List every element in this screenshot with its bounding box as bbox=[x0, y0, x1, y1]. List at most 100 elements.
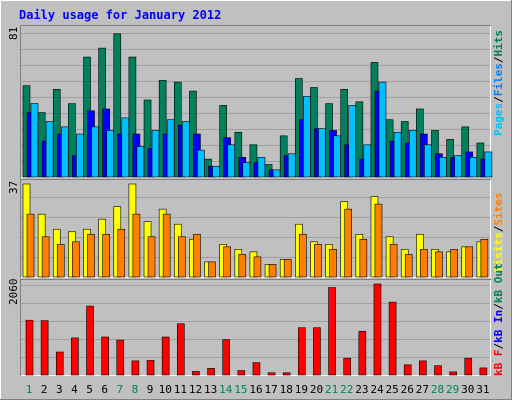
panel-visits-ymax-label: 37 bbox=[7, 181, 20, 194]
bar-kb-f-day-7 bbox=[116, 339, 125, 376]
bar-pages-day-24 bbox=[378, 81, 387, 178]
bar-kb-f-day-8 bbox=[131, 360, 140, 376]
bar-pages-day-10 bbox=[166, 119, 175, 178]
x-tick-label-day-14: 14 bbox=[219, 383, 233, 396]
bar-pages-day-21 bbox=[333, 135, 341, 178]
bar-sites-day-13 bbox=[208, 261, 216, 278]
legend-entry: kB In bbox=[492, 310, 505, 343]
x-tick-label-day-17: 17 bbox=[265, 383, 278, 396]
x-tick-label-day-26: 26 bbox=[401, 383, 414, 396]
legend-entry: Visits bbox=[492, 232, 505, 272]
bar-hits-day-23 bbox=[355, 101, 364, 178]
bar-hits-day-7 bbox=[113, 33, 122, 178]
bar-pages-day-18 bbox=[287, 153, 296, 178]
bar-sites-day-3 bbox=[56, 244, 65, 278]
chart-title: Daily usage for January 2012 bbox=[19, 8, 221, 22]
legend-separator: / bbox=[492, 303, 505, 310]
bar-pages-day-9 bbox=[151, 130, 160, 178]
x-tick-label-day-13: 13 bbox=[204, 383, 217, 396]
bar-pages-day-19 bbox=[303, 96, 311, 178]
bar-sites-day-5 bbox=[87, 233, 95, 278]
x-tick-label-day-10: 10 bbox=[159, 383, 172, 396]
x-tick-label-day-19: 19 bbox=[295, 383, 308, 396]
bar-sites-day-27 bbox=[420, 249, 428, 278]
bar-hits-day-3 bbox=[52, 88, 61, 178]
bar-kb-f-day-14 bbox=[222, 339, 230, 376]
bar-sites-day-21 bbox=[329, 249, 337, 278]
bar-pages-day-3 bbox=[60, 126, 69, 178]
bar-kb-f-day-3 bbox=[55, 351, 64, 376]
bar-sites-day-16 bbox=[253, 256, 262, 278]
panel-kbytes: 2060 kB F/kB In/kB Out bbox=[7, 263, 505, 376]
bar-kb-f-day-10 bbox=[161, 336, 170, 376]
x-tick-label-day-28: 28 bbox=[431, 383, 444, 396]
x-tick-label-day-3: 3 bbox=[56, 383, 63, 396]
bar-pages-day-31 bbox=[484, 151, 493, 178]
bar-pages-day-23 bbox=[363, 144, 372, 178]
bar-kb-f-day-27 bbox=[419, 360, 427, 376]
bar-kb-f-day-5 bbox=[86, 305, 94, 376]
bar-hits-day-22 bbox=[340, 88, 349, 178]
bar-sites-day-26 bbox=[404, 254, 413, 278]
bar-kb-f-day-24 bbox=[373, 283, 382, 376]
bar-sites-day-17 bbox=[268, 264, 277, 278]
bar-pages-day-16 bbox=[257, 157, 266, 178]
x-tick-label-day-7: 7 bbox=[117, 383, 124, 396]
bar-kb-f-day-11 bbox=[176, 323, 185, 376]
x-tick-label-day-23: 23 bbox=[355, 383, 368, 396]
panel-hits-legend: Pages/Files/Hits bbox=[492, 30, 505, 136]
bar-kb-f-day-28 bbox=[434, 365, 442, 376]
bar-pages-day-13 bbox=[212, 165, 220, 178]
bar-kb-f-day-26 bbox=[403, 364, 412, 376]
bar-pages-day-4 bbox=[76, 133, 84, 178]
x-tick-label-day-11: 11 bbox=[174, 383, 187, 396]
bar-pages-day-14 bbox=[227, 144, 235, 178]
panel-hits-bars bbox=[22, 33, 493, 178]
bar-pages-day-15 bbox=[242, 162, 251, 178]
legend-separator: / bbox=[492, 96, 505, 103]
bar-pages-day-29 bbox=[454, 155, 462, 178]
x-tick-label-day-16: 16 bbox=[249, 383, 262, 396]
bar-sites-day-19 bbox=[299, 233, 307, 278]
bar-pages-day-26 bbox=[408, 130, 417, 178]
legend-separator: / bbox=[492, 56, 505, 63]
bar-pages-day-20 bbox=[318, 128, 326, 178]
bar-hits-day-10 bbox=[158, 80, 167, 178]
bar-pages-day-28 bbox=[439, 157, 447, 178]
bar-sites-day-15 bbox=[238, 254, 247, 278]
legend-entry: kB Out bbox=[492, 263, 505, 303]
x-tick-label-day-4: 4 bbox=[71, 383, 78, 396]
panel-hits: 81 Pages/Files/Hits bbox=[7, 25, 505, 178]
legend-entry: Hits bbox=[492, 30, 505, 57]
panel-kbytes-bars bbox=[25, 283, 488, 376]
bar-pages-day-27 bbox=[424, 144, 432, 178]
bar-kb-f-day-9 bbox=[146, 360, 155, 376]
x-tick-label-day-20: 20 bbox=[310, 383, 323, 396]
bar-pages-day-2 bbox=[45, 121, 54, 178]
bar-kb-f-day-16 bbox=[252, 362, 261, 376]
bar-sites-day-8 bbox=[132, 213, 141, 278]
bar-kb-f-day-1 bbox=[25, 319, 34, 376]
bar-hits-day-8 bbox=[128, 56, 137, 178]
bar-sites-day-9 bbox=[147, 236, 156, 278]
bar-sites-day-2 bbox=[41, 236, 50, 278]
bar-pages-day-1 bbox=[30, 103, 39, 178]
legend-separator: / bbox=[492, 343, 505, 350]
panel-kbytes-legend: kB F/kB In/kB Out bbox=[492, 263, 505, 376]
bar-kb-f-day-18 bbox=[282, 372, 291, 376]
bar-sites-day-18 bbox=[283, 259, 292, 278]
bar-kb-f-day-21 bbox=[328, 287, 336, 376]
bar-kb-f-day-20 bbox=[313, 327, 321, 376]
bar-kb-f-day-6 bbox=[101, 336, 109, 376]
bar-hits-day-4 bbox=[68, 103, 76, 178]
x-tick-label-day-18: 18 bbox=[280, 383, 293, 396]
x-tick-label-day-15: 15 bbox=[234, 383, 247, 396]
bar-sites-day-12 bbox=[193, 233, 201, 278]
panel-kbytes-gridlines bbox=[21, 285, 490, 358]
bar-sites-day-11 bbox=[177, 236, 186, 278]
x-tick-label-day-9: 9 bbox=[147, 383, 154, 396]
legend-entry: Sites bbox=[492, 193, 505, 226]
bar-sites-day-1 bbox=[26, 213, 35, 278]
x-tick-label-day-2: 2 bbox=[41, 383, 48, 396]
